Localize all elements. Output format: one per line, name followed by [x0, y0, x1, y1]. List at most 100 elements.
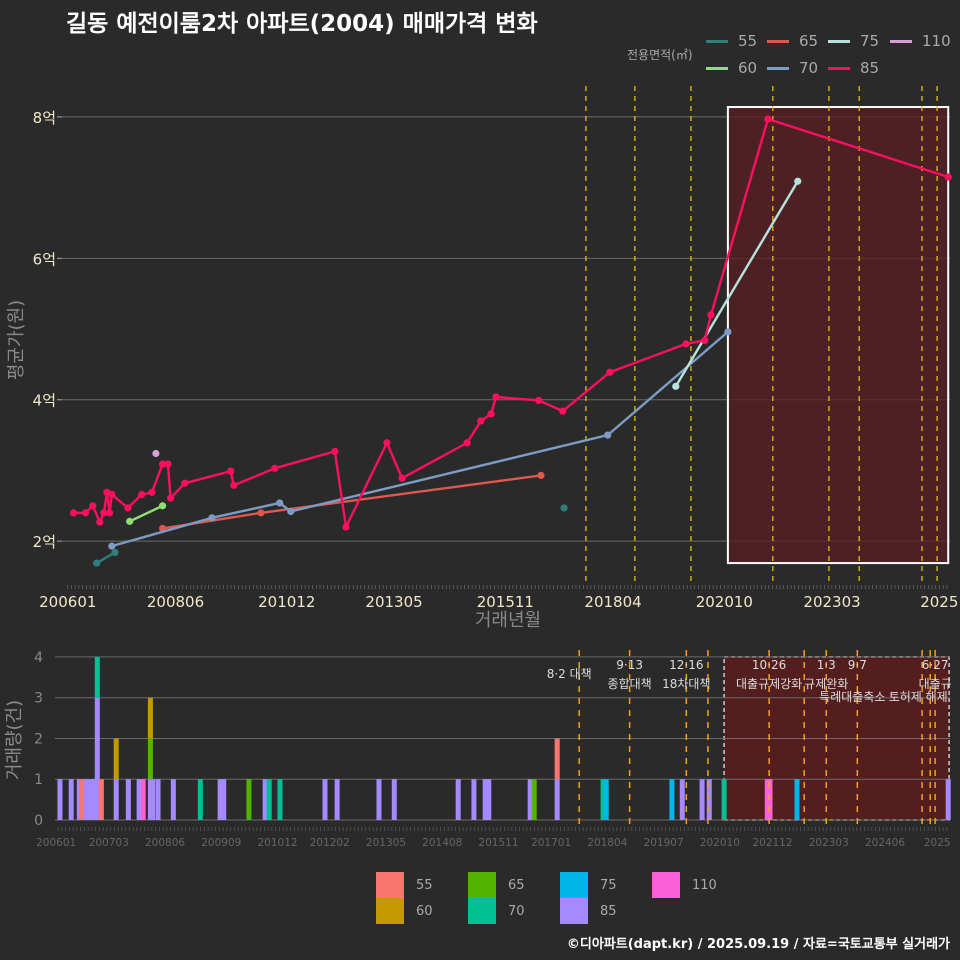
- bar-110: [764, 779, 770, 820]
- x-tick-label: 201907: [644, 837, 684, 849]
- legend-label: 60: [738, 59, 758, 77]
- bar-85: [554, 779, 560, 820]
- series-line-85: [73, 117, 949, 529]
- data-point-85: [383, 439, 391, 447]
- policy-date: 9·7: [848, 658, 867, 672]
- data-point-70: [108, 542, 116, 550]
- bar-85: [945, 779, 951, 820]
- legend-label: 60: [416, 903, 433, 919]
- bar-85: [86, 779, 92, 820]
- legend-swatch: [706, 39, 728, 43]
- data-point-55: [111, 548, 119, 557]
- bar-85: [322, 779, 328, 820]
- data-point-85: [164, 460, 172, 468]
- x-tick-label: 201012: [257, 837, 297, 849]
- data-point-85: [124, 504, 132, 512]
- data-point-85: [96, 518, 104, 526]
- legend-label: 85: [860, 59, 880, 77]
- bar-85: [262, 779, 268, 820]
- y-tick-label: 0: [34, 813, 43, 829]
- bar-60: [113, 738, 119, 780]
- legend-label: 85: [600, 903, 617, 919]
- bar-110: [767, 779, 773, 820]
- bar-85: [57, 779, 63, 820]
- bar-65: [147, 738, 153, 780]
- x-tick-label: 200703: [89, 837, 129, 849]
- x-tick-label: 201701: [531, 837, 571, 849]
- legend-item-70: 70: [767, 59, 818, 77]
- data-point-85: [606, 368, 614, 376]
- legend-swatch: [468, 872, 496, 898]
- data-point-55: [93, 559, 101, 567]
- data-point-85: [100, 509, 108, 517]
- bar-70: [721, 779, 727, 820]
- bar-85: [94, 697, 100, 820]
- legend-item-60: 60: [376, 898, 433, 924]
- policy-date: 1·3: [817, 658, 836, 672]
- y-tick-label: 3: [34, 691, 43, 707]
- data-point-85: [944, 173, 952, 181]
- data-point-85: [148, 488, 156, 496]
- legend-title: 전용면적(㎡): [627, 48, 693, 62]
- bar-70: [197, 779, 203, 820]
- legend-item-65: 65: [468, 872, 525, 898]
- y-tick-label: 4억: [33, 392, 56, 410]
- x-tick-label: 202303: [809, 837, 849, 849]
- bar-85: [155, 779, 161, 820]
- x-tick-label: 200601: [39, 593, 96, 611]
- footer-credit: ©디아파트(dapt.kr) / 2025.09.19 / 자료=국토교통부 실…: [566, 937, 950, 952]
- data-point-85: [559, 407, 567, 415]
- data-point-85: [398, 474, 406, 482]
- data-point-85: [108, 490, 116, 499]
- legend-label: 70: [508, 903, 525, 919]
- bar-70: [266, 779, 272, 820]
- data-point-110: [152, 449, 160, 458]
- policy-label: 특례대출축소: [819, 690, 885, 704]
- bar-85: [92, 779, 98, 820]
- legend-label: 55: [416, 877, 433, 893]
- y-axis-title: 평균가(원): [6, 300, 27, 380]
- data-point-65: [537, 471, 545, 480]
- x-tick-label: 202010: [700, 837, 740, 849]
- bar-85: [391, 779, 397, 820]
- series-line-75: [674, 180, 799, 387]
- y-tick-label: 2억: [33, 533, 56, 551]
- bar-75: [603, 779, 609, 820]
- legend-item-110: 110: [890, 32, 951, 50]
- data-point-85: [138, 490, 146, 499]
- legend-top: 전용면적(㎡) 55 65 75 110 60 70 85: [600, 28, 960, 84]
- bar-55: [79, 779, 85, 820]
- legend-item-75: 75: [828, 32, 879, 50]
- bar-85: [455, 779, 461, 820]
- bar-85: [376, 779, 382, 820]
- bar-85: [113, 779, 119, 820]
- bar-85: [334, 779, 340, 820]
- x-tick-label: 201804: [584, 593, 641, 611]
- data-point-70: [287, 507, 295, 516]
- data-point-85: [167, 494, 175, 502]
- bar-85: [527, 779, 533, 820]
- x-tick-label: 2025: [920, 593, 958, 611]
- x-tick-label: 2025: [924, 837, 951, 849]
- policy-date: 9·13: [616, 658, 643, 672]
- legend-swatch: [828, 66, 850, 70]
- data-point-60: [158, 502, 167, 510]
- x-tick-label: 202303: [803, 593, 860, 611]
- legend-swatch: [560, 872, 588, 898]
- x-tick-label: 201202: [310, 837, 350, 849]
- x-tick-label: 201305: [365, 593, 422, 611]
- policy-label: 규제완화: [804, 677, 848, 691]
- series-line-60: [129, 504, 164, 523]
- bar-85: [486, 779, 492, 820]
- policy-date: 12·16: [669, 658, 703, 672]
- x-tick-label: 202112: [752, 837, 792, 849]
- bar-85: [217, 779, 223, 820]
- data-point-85: [487, 410, 495, 418]
- bar-85: [482, 779, 488, 820]
- bar-85: [221, 779, 227, 820]
- data-point-85: [230, 481, 238, 489]
- policy-label: 대출규제강화: [736, 677, 802, 691]
- series-line-65: [162, 474, 542, 530]
- bar-85: [125, 779, 131, 820]
- policy-date: 8·2 대책: [547, 666, 592, 681]
